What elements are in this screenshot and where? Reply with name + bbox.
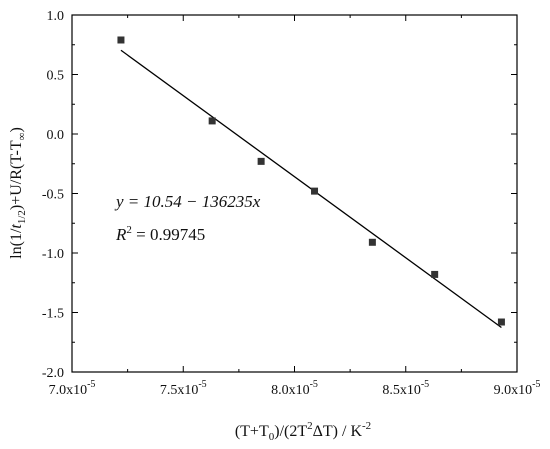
y-tick-label: -1.5	[42, 307, 64, 322]
data-point	[497, 318, 505, 326]
y-tick-label: 1.0	[47, 9, 65, 24]
y-tick-label: -0.5	[42, 188, 64, 203]
data-point	[208, 117, 216, 125]
r-squared: R2 = 0.99745	[115, 224, 205, 244]
data-point	[311, 187, 319, 195]
x-tick-label: 7.0x10-5	[49, 379, 96, 398]
data-point	[431, 270, 439, 278]
data-point	[368, 238, 376, 246]
data-point	[117, 36, 125, 44]
x-tick-label: 8.0x10-5	[271, 379, 318, 398]
x-tick-label: 8.5x10-5	[382, 379, 429, 398]
x-axis-title: (T+T0)/(2T2ΔT) / K-2	[235, 420, 371, 443]
y-tick-label: 0.5	[47, 69, 65, 84]
fit-equation: y = 10.54 − 136235x	[114, 192, 261, 211]
x-tick-label: 7.5x10-5	[160, 379, 207, 398]
y-tick-label: 0.0	[47, 128, 65, 143]
y-tick-label: -1.0	[42, 247, 64, 262]
x-tick-label: 9.0x10-5	[494, 379, 541, 398]
data-point	[257, 157, 265, 165]
y-tick-label: -2.0	[42, 366, 64, 381]
y-axis-title: ln(1/t1/2)+U/R(T-T∞)	[8, 127, 28, 259]
